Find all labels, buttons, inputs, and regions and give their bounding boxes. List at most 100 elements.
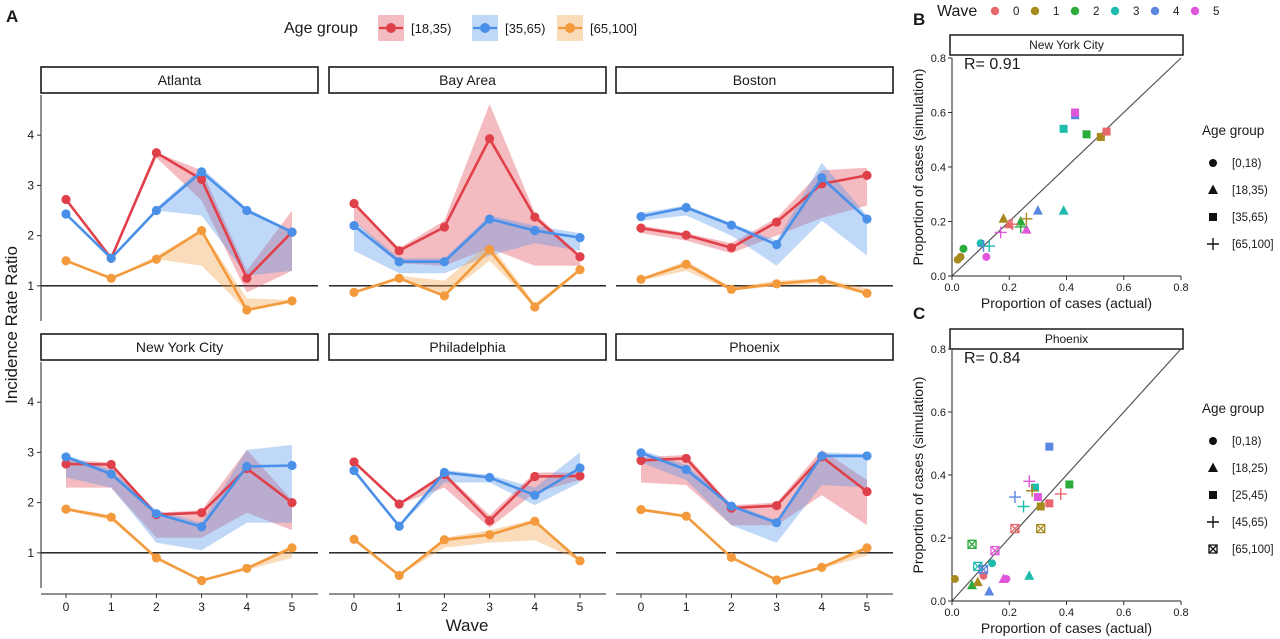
series-line xyxy=(353,247,581,309)
point-square xyxy=(1082,130,1091,139)
series-line xyxy=(352,466,581,529)
data-point xyxy=(817,451,827,461)
age-legend-title: Age group xyxy=(1202,401,1264,416)
facet-strip xyxy=(40,66,319,94)
x-tick-label: 0.8 xyxy=(1173,282,1188,294)
y-tick-label: 0.6 xyxy=(931,108,946,120)
x-tick-label: 2 xyxy=(728,600,735,614)
x-tick-label: 3 xyxy=(486,600,493,614)
facet-title: Boston xyxy=(733,72,777,88)
data-point xyxy=(681,464,691,475)
point-plus xyxy=(1023,475,1036,488)
data-point xyxy=(197,226,207,236)
series-line xyxy=(640,175,868,247)
panel-a-label: A xyxy=(6,7,18,26)
wave-legend-label: 5 xyxy=(1213,6,1219,18)
x-tick-label: 0.0 xyxy=(944,282,959,294)
data-point xyxy=(439,222,449,232)
data-point xyxy=(394,246,404,256)
legend-label-1: [35,65) xyxy=(505,21,545,36)
point-square xyxy=(1031,483,1040,492)
data-point xyxy=(242,205,252,216)
data-point xyxy=(681,511,691,521)
wave-legend-dot xyxy=(1150,6,1160,16)
facet-strip xyxy=(328,333,607,361)
data-point xyxy=(197,174,207,184)
point-box-cross xyxy=(990,545,1000,556)
point-triangle xyxy=(1058,205,1069,215)
data-point xyxy=(197,575,207,586)
x-tick-label: 0.8 xyxy=(1173,607,1188,619)
data-point xyxy=(681,202,691,213)
x-tick-label: 0.4 xyxy=(1059,607,1074,619)
data-point xyxy=(575,556,585,566)
data-point xyxy=(636,455,646,466)
point-plus xyxy=(1026,484,1039,497)
series-line xyxy=(353,135,581,258)
series-line xyxy=(64,150,293,281)
identity-line xyxy=(951,348,1182,602)
r-annotation: R= 0.91 xyxy=(964,56,1021,73)
data-point xyxy=(197,167,207,177)
data-point xyxy=(726,501,737,511)
data-point xyxy=(681,259,691,269)
y-tick-label: 0.4 xyxy=(931,162,946,174)
data-point xyxy=(862,170,872,180)
x-tick-label: 5 xyxy=(577,600,584,614)
data-point xyxy=(862,288,872,298)
age-legend-label: [45,65) xyxy=(1232,517,1268,529)
x-tick-label: 3 xyxy=(773,600,780,614)
wave-legend-label: 1 xyxy=(1053,6,1059,18)
data-point xyxy=(287,460,297,471)
point-triangle xyxy=(998,573,1009,583)
x-axis-title: Proportion of cases (actual) xyxy=(981,295,1152,311)
data-point xyxy=(636,448,646,458)
point-square xyxy=(1065,480,1074,489)
data-point xyxy=(726,220,737,230)
x-tick-label: 0.2 xyxy=(1002,607,1017,619)
data-point xyxy=(726,243,737,253)
y-tick-label: 0.6 xyxy=(931,407,946,419)
y-axis-title: Incidence Rate Ratio xyxy=(2,246,21,404)
wave-legend-label: 3 xyxy=(1133,6,1139,18)
point-plus xyxy=(983,240,996,253)
age-legend-label: [0,18) xyxy=(1232,158,1262,170)
wave-legend-label: 0 xyxy=(1013,6,1019,18)
wave-legend-dot xyxy=(1070,6,1080,16)
point-plus xyxy=(1014,220,1027,233)
ci-band xyxy=(66,167,292,276)
data-point xyxy=(151,509,161,519)
data-point xyxy=(151,553,161,563)
age-legend-label: [18,35) xyxy=(1232,185,1268,197)
point-box-cross xyxy=(1208,544,1218,554)
point-circle xyxy=(1209,159,1217,167)
data-point xyxy=(575,265,585,275)
legend-key-point xyxy=(386,23,396,33)
facet-title: New York City xyxy=(136,339,223,355)
x-tick-label: 1 xyxy=(683,600,690,614)
facet-strip xyxy=(615,333,894,361)
data-point xyxy=(394,499,404,509)
panel-b-label: B xyxy=(913,10,925,29)
age-legend-label: [35,65) xyxy=(1232,212,1268,224)
data-point xyxy=(575,252,585,262)
point-plus xyxy=(1207,516,1219,528)
series-line xyxy=(640,262,868,295)
x-tick-label: 3 xyxy=(198,600,205,614)
x-tick-label: 4 xyxy=(243,600,250,614)
data-point xyxy=(530,490,540,500)
wave-legend-dot xyxy=(1030,6,1040,16)
y-tick-label: 3 xyxy=(27,445,34,459)
y-tick-label: 0.2 xyxy=(931,533,946,545)
point-circle xyxy=(950,574,959,583)
data-point xyxy=(636,505,646,515)
data-point xyxy=(61,504,71,514)
y-tick-label: 1 xyxy=(27,546,34,560)
x-tick-label: 0 xyxy=(63,600,70,614)
x-tick-label: 0.0 xyxy=(944,607,959,619)
point-triangle xyxy=(984,586,995,596)
legend-label-0: [18,35) xyxy=(411,21,451,36)
facet-strip xyxy=(40,333,319,361)
y-tick-label: 0.2 xyxy=(931,217,946,229)
y-tick-label: 0.4 xyxy=(931,470,946,482)
